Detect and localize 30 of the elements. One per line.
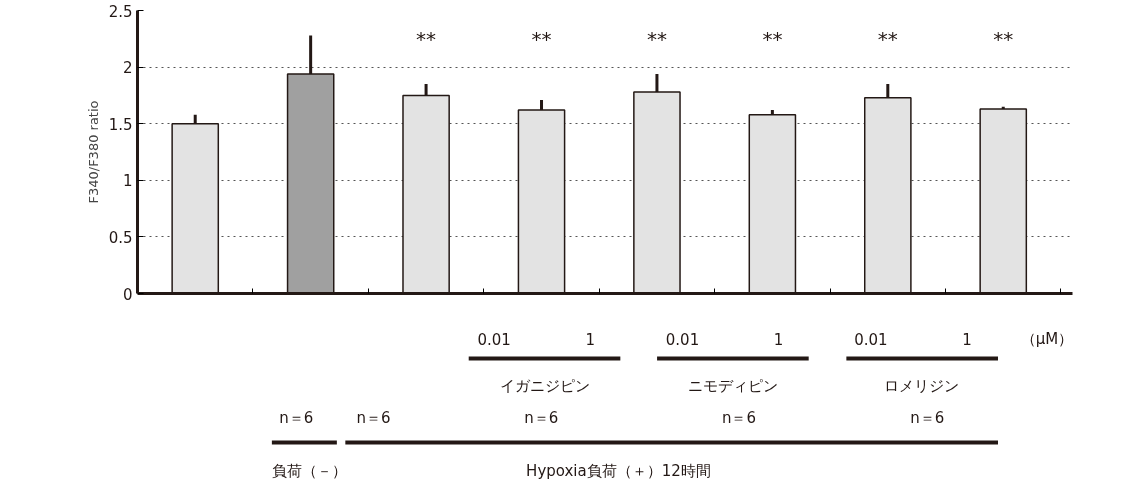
text: 1 <box>962 330 972 349</box>
annotation: ** <box>877 26 898 51</box>
annotation: ** <box>531 26 552 51</box>
annotation: ** <box>762 26 783 51</box>
y-tick-label: 2 <box>122 59 133 78</box>
text: 負荷（－） <box>271 461 347 480</box>
text: n＝6 <box>721 408 757 427</box>
text: ニモディピン <box>688 376 779 395</box>
annotation: ** <box>993 26 1014 51</box>
text: 0.01 <box>477 330 511 349</box>
text: 0.01 <box>854 330 888 349</box>
y-tick-label: 0.5 <box>108 228 133 247</box>
text: 1 <box>585 330 595 349</box>
text: ロメリジン <box>884 376 960 395</box>
text: イガニジピン <box>500 376 590 395</box>
annotation: ** <box>646 26 667 51</box>
text: Hypoxia負荷（＋）12時間 <box>526 461 711 480</box>
text: n＝6 <box>279 408 314 427</box>
text: 0.01 <box>665 330 700 349</box>
y-tick-label: 0 <box>122 285 133 304</box>
text: n＝6 <box>910 408 945 427</box>
y-tick-label: 2.5 <box>108 2 133 21</box>
text: n＝6 <box>356 408 391 427</box>
text: n＝6 <box>524 408 559 427</box>
annotation: ** <box>416 26 437 51</box>
y-tick-label: 1.5 <box>108 115 133 134</box>
y-tick-label: 1 <box>122 172 133 191</box>
y-axis-title: F340/F380 ratio <box>85 100 101 204</box>
text: 1 <box>773 330 784 349</box>
text: （μM） <box>1020 329 1074 348</box>
